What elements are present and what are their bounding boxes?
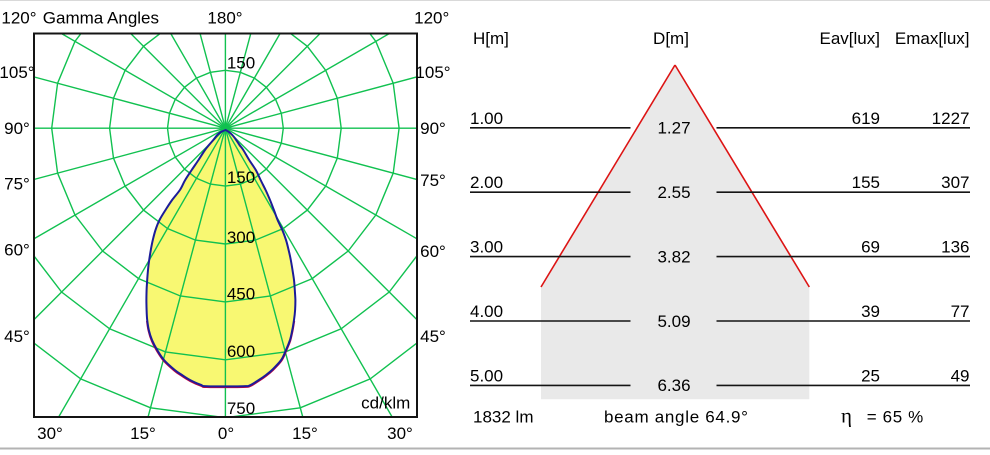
svg-text:69: 69 (861, 238, 880, 257)
svg-text:30°: 30° (37, 424, 63, 443)
svg-text:1.00: 1.00 (470, 109, 503, 128)
svg-text:77: 77 (951, 302, 970, 321)
svg-text:= 65 %: = 65 % (867, 407, 924, 426)
svg-text:75°: 75° (4, 175, 30, 194)
svg-text:5.00: 5.00 (470, 366, 503, 385)
svg-text:45°: 45° (4, 327, 30, 346)
svg-text:15°: 15° (130, 424, 156, 443)
svg-text:120°: 120° (414, 8, 449, 27)
svg-text:600: 600 (227, 342, 255, 361)
svg-text:3.82: 3.82 (657, 247, 690, 266)
svg-text:1227: 1227 (932, 109, 970, 128)
svg-text:39: 39 (861, 302, 880, 321)
svg-text:2.00: 2.00 (470, 173, 503, 192)
svg-text:0°: 0° (218, 424, 234, 443)
svg-text:450: 450 (227, 285, 255, 304)
svg-text:150: 150 (227, 54, 255, 73)
svg-text:136: 136 (941, 238, 969, 257)
svg-text:Eav[lux]: Eav[lux] (820, 29, 880, 48)
svg-text:180°: 180° (207, 8, 242, 27)
svg-text:cd/klm: cd/klm (361, 393, 410, 412)
svg-text:beam angle 64.9°: beam angle 64.9° (604, 407, 749, 426)
svg-text:4.00: 4.00 (470, 302, 503, 321)
svg-text:75°: 75° (420, 171, 446, 190)
svg-text:49: 49 (951, 366, 970, 385)
svg-text:105°: 105° (415, 63, 450, 82)
svg-text:300: 300 (227, 228, 255, 247)
svg-text:Gamma Angles: Gamma Angles (43, 8, 159, 27)
svg-text:5.09: 5.09 (657, 312, 690, 331)
svg-text:150: 150 (227, 168, 255, 187)
svg-text:120°: 120° (1, 8, 36, 27)
svg-text:105°: 105° (0, 63, 35, 82)
svg-text:1832 lm: 1832 lm (473, 407, 533, 426)
svg-text:3.00: 3.00 (470, 238, 503, 257)
svg-text:η: η (841, 403, 852, 427)
svg-text:15°: 15° (292, 424, 318, 443)
svg-text:60°: 60° (420, 242, 446, 261)
svg-text:25: 25 (861, 366, 880, 385)
svg-text:6.36: 6.36 (657, 376, 690, 395)
svg-text:D[m]: D[m] (653, 29, 689, 48)
svg-text:307: 307 (941, 173, 969, 192)
svg-text:H[m]: H[m] (473, 29, 509, 48)
svg-text:750: 750 (227, 399, 255, 418)
svg-text:30°: 30° (387, 424, 413, 443)
svg-text:90°: 90° (420, 119, 446, 138)
svg-text:2.55: 2.55 (657, 183, 690, 202)
svg-text:155: 155 (852, 173, 880, 192)
svg-text:90°: 90° (4, 119, 30, 138)
svg-text:619: 619 (852, 109, 880, 128)
svg-text:Emax[lux]: Emax[lux] (895, 29, 970, 48)
svg-text:45°: 45° (420, 327, 446, 346)
svg-text:60°: 60° (4, 241, 30, 260)
svg-text:1.27: 1.27 (657, 119, 690, 138)
